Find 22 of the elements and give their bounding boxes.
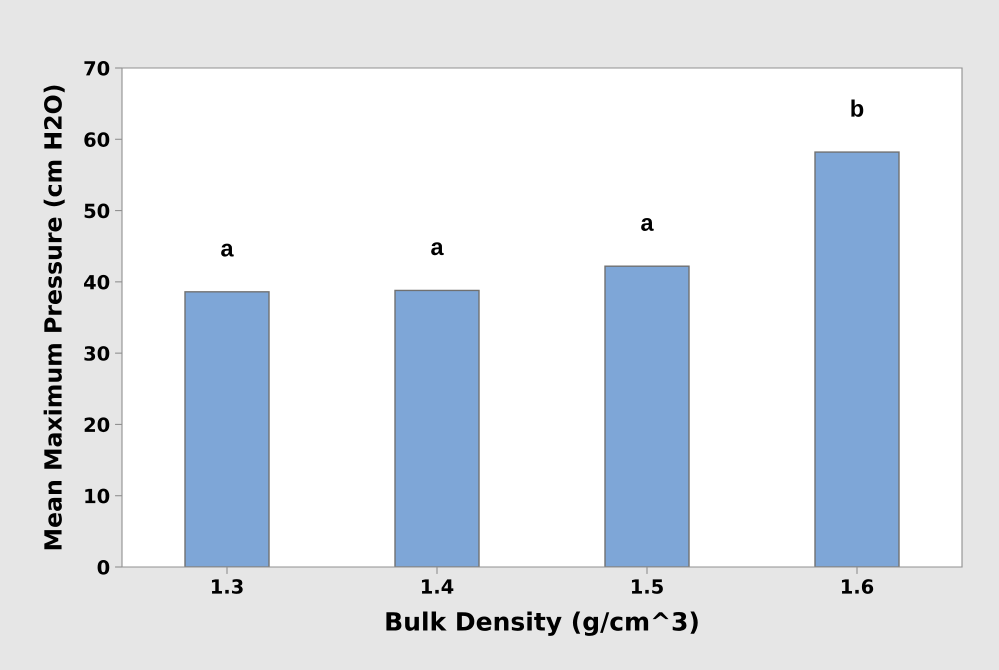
y-tick-label: 0 (98, 560, 110, 575)
bar (604, 265, 690, 567)
y-axis-title: Mean Maximum Pressure (cm H2O) (44, 86, 65, 550)
y-tick-label: 30 (84, 346, 110, 361)
y-tick-label: 20 (84, 417, 110, 432)
x-axis-title: Bulk Density (g/cm^3) (386, 612, 698, 636)
bar (394, 290, 480, 567)
annotation: a (221, 244, 234, 257)
bar (814, 151, 900, 567)
y-tick-label: 70 (84, 60, 110, 76)
annotation: b (851, 100, 864, 117)
y-tick-label: 40 (84, 274, 110, 290)
annotation: a (641, 218, 654, 231)
bar (184, 291, 270, 567)
y-tick-label: 60 (84, 132, 110, 147)
y-tick-label: 10 (85, 488, 110, 504)
annotation: a (431, 242, 444, 256)
x-tick-label: 1.6 (842, 579, 874, 594)
x-tick-label: 1.3 (212, 579, 243, 594)
y-tick-label: 50 (84, 204, 110, 218)
x-tick-label: 1.5 (632, 579, 663, 594)
x-tick-label: 1.4 (422, 579, 454, 594)
